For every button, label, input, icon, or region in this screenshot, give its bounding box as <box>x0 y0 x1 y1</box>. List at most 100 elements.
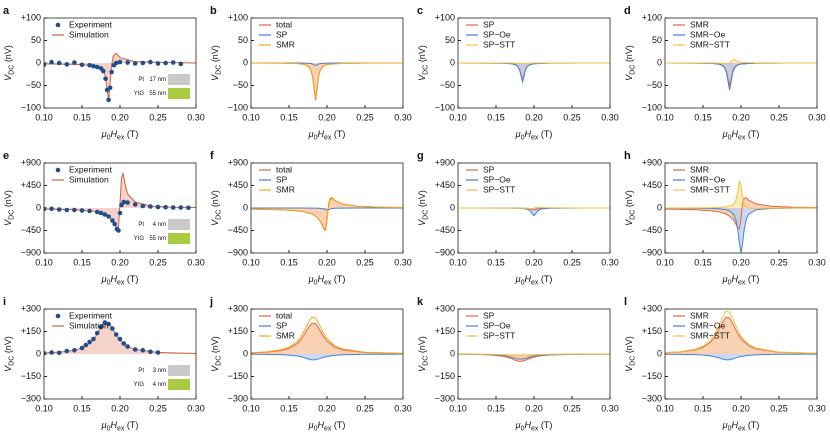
series-line <box>665 180 817 209</box>
x-tick-label: 0.15 <box>694 112 712 122</box>
plot-area <box>665 180 817 253</box>
plot-frame <box>457 162 611 254</box>
x-axis-label-part: 0 <box>521 279 525 286</box>
x-axis-label-part: ex <box>738 279 746 286</box>
y-tick-label: +150 <box>21 326 41 336</box>
y-axis-label-part: DC <box>629 65 636 75</box>
x-axis-label-part: ex <box>738 134 746 141</box>
x-axis-label-part: H <box>317 420 324 430</box>
y-tick-label: 0 <box>36 57 41 67</box>
x-tick-label: 0.10 <box>449 112 467 122</box>
data-point <box>109 69 114 75</box>
x-axis-label-part: μ <box>722 420 728 430</box>
x-tick-label: 0.15 <box>280 112 298 122</box>
y-axis-label: VDC (nV) <box>624 336 636 372</box>
data-point <box>155 204 161 210</box>
data-point <box>100 68 106 74</box>
y-tick-label: −150 <box>228 371 248 381</box>
x-axis-label-part: H <box>317 274 324 284</box>
x-axis-label-part: 0 <box>314 134 318 141</box>
series-line <box>458 206 610 210</box>
x-axis-label-part: (T) <box>124 274 138 284</box>
legend-label: SP−STT <box>483 184 515 194</box>
x-axis-label: μ0Hex (T) <box>101 274 139 286</box>
layer-thickness: 17 nm <box>149 77 166 83</box>
series-line <box>251 207 403 211</box>
legend-label: Experiment <box>69 19 113 29</box>
x-tick-label: 0.20 <box>732 403 750 413</box>
x-axis-label-part: ex <box>324 425 332 432</box>
y-tick-label: +300 <box>642 303 662 313</box>
series-line <box>251 197 403 229</box>
x-axis-label: μ0Hex (T) <box>722 274 760 286</box>
y-axis-label-part: V <box>210 219 220 226</box>
panel-letter: k <box>417 296 424 308</box>
x-axis-label-part: H <box>731 129 738 139</box>
area <box>665 208 817 253</box>
series-line <box>251 62 403 99</box>
area <box>251 323 403 354</box>
data-point <box>64 348 70 354</box>
data-point <box>132 61 138 66</box>
y-tick-label: 0 <box>450 202 455 212</box>
x-tick-label: 0.10 <box>449 257 467 267</box>
x-tick-label: 0.30 <box>601 112 619 122</box>
legend-label: SMR−STT <box>690 39 730 49</box>
panel-letter: c <box>417 5 423 17</box>
data-point <box>91 63 96 69</box>
legend-label: SMR <box>276 184 295 194</box>
x-axis-label-part: ex <box>324 134 332 141</box>
area <box>665 181 817 209</box>
y-tick-label: +900 <box>228 157 248 167</box>
y-axis-label: VDC (nV) <box>3 45 15 81</box>
x-tick-label: 0.30 <box>187 112 205 122</box>
data-point <box>103 76 108 82</box>
layer-swatch <box>168 88 190 99</box>
y-tick-label: 0 <box>657 57 662 67</box>
panel-letter: l <box>624 296 627 308</box>
x-tick-label: 0.25 <box>563 403 581 413</box>
panel-letter: f <box>210 150 214 162</box>
data-point <box>117 336 123 342</box>
x-axis-label-part: ex <box>531 425 539 432</box>
x-tick-label: 0.10 <box>35 403 53 413</box>
legend-label: Simulation <box>69 174 109 184</box>
layer-name: YIG <box>134 382 145 388</box>
plot-area <box>665 58 817 91</box>
x-axis-label-part: (T) <box>745 420 759 430</box>
y-tick-label: +100 <box>435 12 455 22</box>
y-tick-label: +100 <box>642 12 662 22</box>
data-point <box>56 60 62 66</box>
legend-label: SMR−Oe <box>690 174 725 184</box>
legend-label: SMR−Oe <box>690 320 725 330</box>
plot-frame <box>457 17 611 109</box>
legend-label: SP−STT <box>483 330 515 340</box>
legend-label: total <box>276 19 292 29</box>
x-tick-label: 0.30 <box>808 257 826 267</box>
data-point <box>72 60 77 65</box>
y-axis-label-part: DC <box>215 356 222 366</box>
area <box>458 208 610 216</box>
y-axis-label-part: (nV) <box>624 190 634 210</box>
x-tick-label: 0.25 <box>149 257 167 267</box>
plot-frame <box>43 17 197 109</box>
plot-frame <box>250 308 404 400</box>
data-point <box>170 205 176 210</box>
legend-label: SMR <box>690 310 709 320</box>
y-tick-label: +900 <box>21 157 41 167</box>
series-line <box>665 62 817 91</box>
y-axis-label-part: (nV) <box>624 45 634 65</box>
series-line <box>251 353 403 361</box>
y-tick-label: 50 <box>445 35 455 45</box>
series-line <box>665 310 817 354</box>
data-point <box>44 206 47 212</box>
data-point <box>56 350 62 356</box>
y-axis-label: VDC (nV) <box>3 336 15 372</box>
x-tick-label: 0.25 <box>770 112 788 122</box>
legend-label: SMR <box>690 164 709 174</box>
series-line <box>665 207 817 253</box>
x-tick-label: 0.15 <box>73 112 91 122</box>
